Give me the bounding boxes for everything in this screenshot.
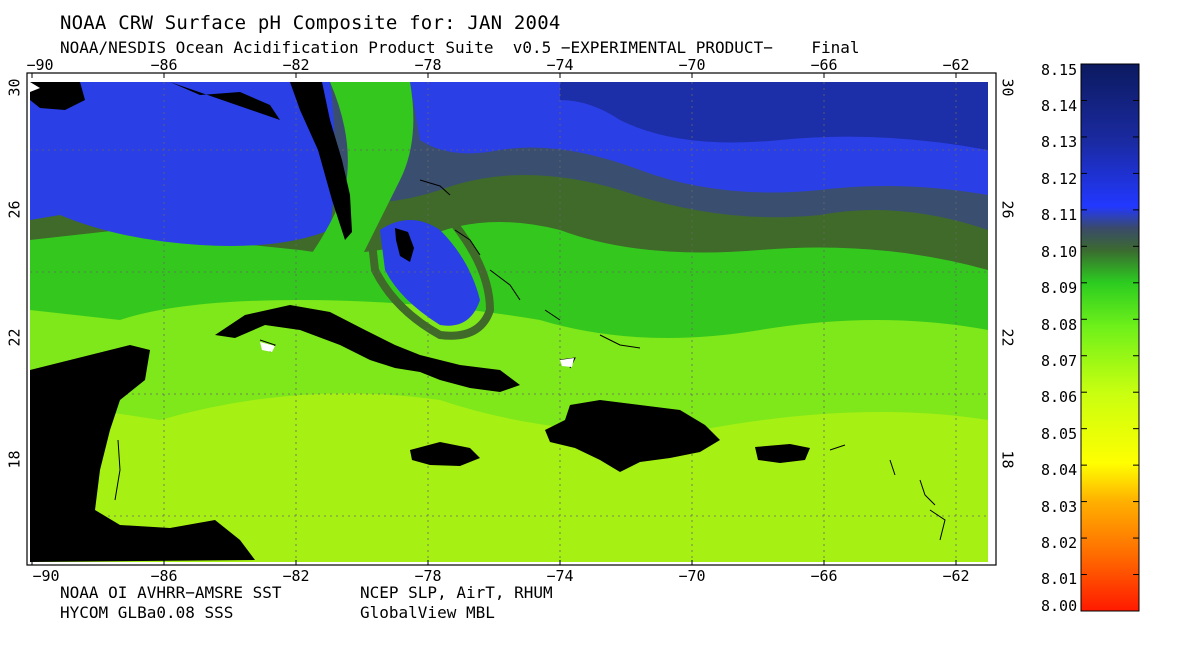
lon-tick: −74 xyxy=(546,56,574,74)
colorbar-label: 8.03 xyxy=(1041,498,1078,516)
credit-sst: NOAA OI AVHRR−AMSRE SST xyxy=(60,583,282,602)
lon-tick: −90 xyxy=(32,567,60,585)
colorbar-label: 8.04 xyxy=(1041,461,1078,479)
colorbar-label: 8.12 xyxy=(1041,170,1078,188)
map-subtitle: NOAA/NESDIS Ocean Acidification Product … xyxy=(60,38,860,57)
lat-tick: 18 xyxy=(998,450,1017,469)
lon-tick: −82 xyxy=(282,56,310,74)
colorbar-label: 8.11 xyxy=(1041,206,1078,224)
lon-tick: −90 xyxy=(26,56,54,74)
lon-tick: −78 xyxy=(414,56,442,74)
ocean-field xyxy=(30,82,988,562)
lon-tick: −70 xyxy=(678,56,706,74)
map-title: NOAA CRW Surface pH Composite for: JAN 2… xyxy=(60,12,561,34)
colorbar-label: 8.02 xyxy=(1041,534,1078,552)
lat-tick: 22 xyxy=(998,328,1017,347)
lon-tick: −66 xyxy=(810,56,838,74)
lon-tick: −62 xyxy=(942,567,970,585)
lat-tick: 26 xyxy=(998,200,1017,219)
lon-tick: −86 xyxy=(150,56,178,74)
colorbar-label: 8.00 xyxy=(1041,597,1078,615)
credit-sss: HYCOM GLBa0.08 SSS xyxy=(60,603,234,622)
lon-tick: −70 xyxy=(678,567,706,585)
colorbar-label: 8.01 xyxy=(1041,570,1078,588)
colorbar-label: 8.09 xyxy=(1041,279,1078,297)
lon-tick: −78 xyxy=(414,567,442,585)
lat-tick: 22 xyxy=(5,328,24,347)
credit-ncep: NCEP SLP, AirT, RHUM xyxy=(360,583,553,602)
lat-tick: 30 xyxy=(998,78,1017,97)
colorbar-ticks xyxy=(1081,63,1139,612)
axis-ticks xyxy=(31,73,957,565)
colorbar-label: 8.10 xyxy=(1041,243,1078,261)
colorbar-label: 8.05 xyxy=(1041,425,1078,443)
colorbar-label: 8.15 xyxy=(1041,61,1078,79)
colorbar-label: 8.07 xyxy=(1041,352,1078,370)
lat-tick: 18 xyxy=(5,450,24,469)
colorbar-label: 8.06 xyxy=(1041,388,1078,406)
colorbar xyxy=(1080,63,1140,612)
lon-tick: −66 xyxy=(810,567,838,585)
lon-tick: −82 xyxy=(282,567,310,585)
lon-tick: −86 xyxy=(150,567,178,585)
island-outlines xyxy=(114,179,946,541)
land-masses xyxy=(30,82,810,562)
lat-tick: 26 xyxy=(5,200,24,219)
shore-accents xyxy=(30,82,574,367)
credit-globalview: GlobalView MBL xyxy=(360,603,495,622)
lat-tick: 30 xyxy=(5,78,24,97)
colorbar-label: 8.08 xyxy=(1041,316,1078,334)
lon-tick: −62 xyxy=(942,56,970,74)
colorbar-label: 8.14 xyxy=(1041,97,1078,115)
lon-tick: −74 xyxy=(546,567,574,585)
colorbar-label: 8.13 xyxy=(1041,133,1078,151)
